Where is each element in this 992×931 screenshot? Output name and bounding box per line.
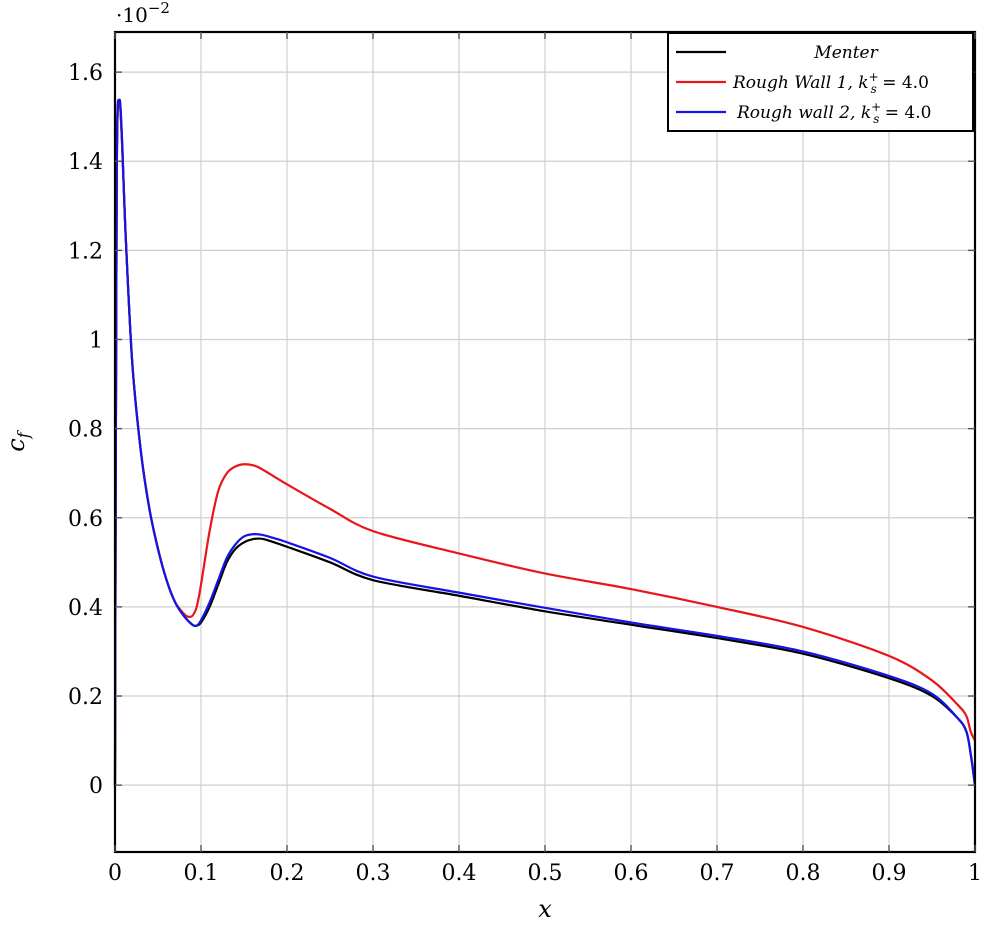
y-tick-label: 1.6 — [68, 61, 103, 86]
legend-series-name: Menter — [813, 43, 878, 63]
y-axis-title-main: c — [2, 438, 30, 451]
y-tick-label: 0.8 — [68, 418, 103, 443]
x-tick-label: 0.7 — [700, 861, 735, 886]
x-tick-label: 0.2 — [270, 861, 305, 886]
svg-text:cf: cf — [2, 429, 33, 451]
y-tick-label: 0.4 — [68, 596, 103, 621]
x-tick-label: 0.3 — [356, 861, 391, 886]
y-scale-factor-base: ·10 — [116, 3, 148, 27]
y-tick-label: 1 — [89, 329, 103, 354]
grid-layer — [114, 32, 976, 852]
legend-label-rough-wall-2: Rough wall 2, k+ s = 4.0 — [736, 100, 931, 126]
x-tick-label: 0.4 — [442, 861, 477, 886]
y-scale-factor-exponent: −2 — [148, 0, 170, 17]
x-tick-label: 0.6 — [614, 861, 649, 886]
legend: Menter Rough Wall 1, k+ s = 4.0 Rough wal… — [667, 32, 974, 132]
legend-series-name: Rough wall 2, — [736, 103, 861, 123]
x-tick-label: 0.8 — [786, 861, 821, 886]
x-tick-label: 0.5 — [528, 861, 563, 886]
series-line-rough-wall-2 — [113, 98, 977, 786]
y-tick-label: 1.2 — [68, 239, 103, 264]
tick-label-layer: 0 0.1 0.2 0.3 0.4 0.5 0.6 0.7 0.8 0.9 1 0 0.2 0.4 0.6 0… — [68, 61, 982, 886]
x-tick-label: 0.9 — [872, 861, 907, 886]
x-tick-label: 1 — [968, 861, 982, 886]
legend-label-rough-wall-1: Rough Wall 1, k+ s = 4.0 — [732, 70, 929, 96]
y-tick-label: 1.4 — [68, 150, 103, 175]
series-layer — [113, 98, 977, 786]
legend-label-menter: Menter — [813, 43, 878, 63]
y-tick-label: 0 — [89, 774, 103, 799]
x-tick-label: 0.1 — [184, 861, 219, 886]
y-tick-label: 0.6 — [68, 507, 103, 532]
x-axis-title: x — [538, 895, 552, 923]
legend-series-name: Rough Wall 1, — [732, 73, 858, 93]
y-tick-label: 0.2 — [68, 685, 103, 710]
y-axis-title: cf — [2, 429, 33, 451]
y-scale-factor: ·10−2 — [116, 0, 170, 27]
x-tick-label: 0 — [108, 861, 122, 886]
y-axis-title-subscript: f — [14, 429, 33, 439]
tick-layer — [114, 32, 976, 852]
